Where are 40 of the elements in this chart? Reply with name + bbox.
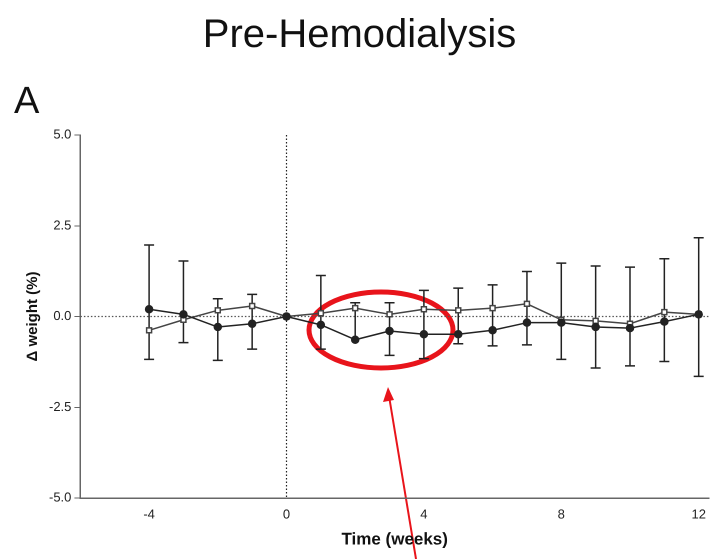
point [179, 310, 188, 319]
point [385, 326, 394, 336]
y-tick-label: -2.5 [48, 398, 72, 414]
y-tick-label: 0.0 [53, 308, 72, 324]
point [144, 304, 154, 314]
point [522, 318, 532, 327]
text: A [14, 80, 40, 123]
point [488, 326, 497, 335]
x-tick-label: 12 [691, 506, 706, 522]
y-tick-label: 5.0 [53, 126, 72, 142]
point [248, 302, 256, 310]
x-tick-label: 8 [558, 506, 565, 522]
point [146, 327, 152, 334]
point [350, 335, 360, 344]
x-tick-label: 0 [282, 506, 290, 522]
point [592, 318, 599, 324]
y-tick-label: -5.0 [48, 490, 72, 505]
x-tick-label: -4 [143, 506, 155, 522]
point [454, 330, 462, 339]
point [214, 322, 222, 332]
y-axis-title: Δ weight (%) [24, 272, 42, 362]
point [557, 318, 566, 327]
point [455, 307, 462, 314]
point [420, 306, 428, 312]
point [214, 307, 222, 314]
point [386, 311, 393, 318]
point [591, 322, 600, 332]
y-tick-label: 2.5 [53, 217, 72, 232]
point [316, 320, 326, 330]
chart-title: Pre-Hemodialysis [202, 12, 518, 57]
point [489, 304, 496, 312]
x-tick-label: 4 [420, 506, 428, 522]
point [318, 310, 324, 316]
point [420, 330, 428, 339]
point [524, 300, 530, 308]
point [352, 304, 358, 312]
point [626, 324, 634, 332]
point [248, 320, 256, 328]
point [660, 317, 669, 326]
point [661, 308, 668, 316]
